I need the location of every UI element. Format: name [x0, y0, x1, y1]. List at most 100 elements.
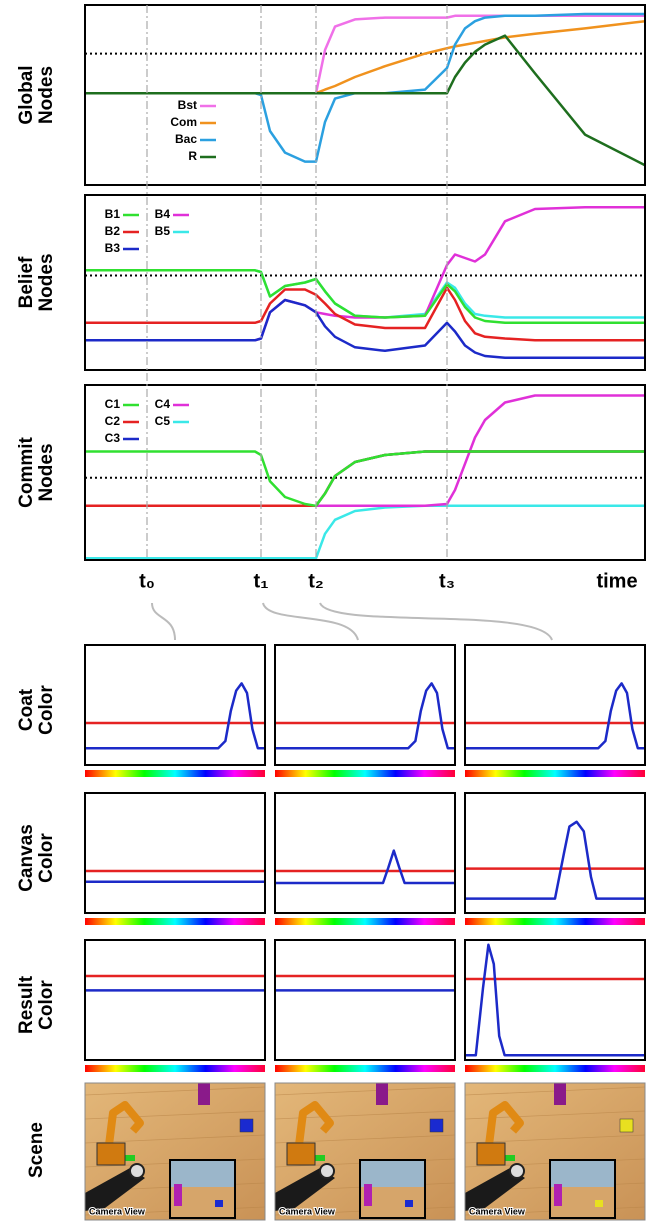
robot-wheel — [509, 1163, 525, 1179]
y-axis-label: Coat — [16, 688, 37, 731]
legend-label: Com — [170, 115, 197, 129]
robot-part — [505, 1155, 515, 1161]
inset-cube — [215, 1200, 223, 1207]
x-tick-label: t₂ — [308, 570, 324, 592]
hue-bar — [275, 770, 455, 777]
plot-frame — [274, 792, 456, 914]
cube — [239, 1118, 254, 1133]
floor-seam — [464, 1134, 646, 1144]
hue-bar — [465, 918, 645, 925]
y-axis-label: Color — [36, 980, 57, 1030]
scene-frame — [274, 1082, 456, 1221]
hue-bar — [85, 918, 265, 925]
inset-prism — [554, 1184, 562, 1206]
connector — [151, 602, 176, 641]
inset-cube — [595, 1200, 603, 1207]
hue-bar — [275, 1065, 455, 1072]
x-tick-label: t₃ — [439, 570, 455, 592]
legend-label: R — [188, 149, 197, 163]
y-axis-label: Belief — [16, 256, 37, 308]
scene-image: Camera View — [274, 1082, 456, 1221]
hue-bar — [465, 770, 645, 777]
robot-body — [286, 1142, 316, 1166]
series-line — [275, 849, 455, 885]
hue-bar — [85, 770, 265, 777]
robot-wheel — [129, 1163, 145, 1179]
prism — [376, 1083, 388, 1105]
legend-label: B1 — [105, 207, 121, 221]
series-line — [465, 820, 645, 900]
scene-image: Camera View — [84, 1082, 266, 1221]
series-line — [465, 943, 645, 1057]
inset-prism — [174, 1184, 182, 1206]
plot-frame — [84, 4, 646, 186]
legend-label: Bst — [178, 98, 197, 112]
floor-seam — [84, 1086, 266, 1096]
scene-frame — [84, 1082, 266, 1221]
series-line — [85, 269, 645, 325]
robot-arm — [293, 1101, 334, 1162]
floor-seam — [274, 1134, 456, 1144]
inset-cube — [405, 1200, 413, 1207]
inset-wall — [171, 1161, 234, 1187]
plot-frame — [84, 644, 266, 766]
plot-frame — [84, 384, 646, 561]
hue-bar — [85, 1065, 265, 1072]
inset-prism — [364, 1184, 372, 1206]
robot-base — [465, 1168, 525, 1211]
series-line — [85, 269, 645, 319]
series-line — [465, 682, 645, 750]
y-axis-label: Color — [36, 685, 57, 735]
y-axis-label: Color — [36, 833, 57, 883]
plot-frame — [464, 644, 646, 766]
robot-part — [315, 1155, 325, 1161]
legend-label: Bac — [175, 132, 197, 146]
inset-wall — [361, 1161, 424, 1187]
robot-body — [476, 1142, 506, 1166]
robot-base — [275, 1168, 335, 1211]
hue-bar — [465, 1065, 645, 1072]
series-line — [85, 450, 645, 508]
connectors — [151, 602, 553, 641]
connector — [262, 602, 359, 641]
series-line — [85, 19, 646, 95]
plot-frame — [84, 194, 646, 371]
y-axis-label: Commit — [16, 436, 37, 507]
x-tick-label: t₁ — [254, 570, 269, 592]
legend-label: B4 — [155, 207, 171, 221]
inset-wall — [551, 1161, 614, 1187]
y-axis-label: Result — [16, 975, 37, 1034]
scene-frame — [464, 1082, 646, 1221]
plot-frame — [84, 792, 266, 914]
hue-bar — [275, 918, 455, 925]
prism — [554, 1083, 566, 1105]
legend-label: B5 — [155, 224, 171, 238]
y-axis-label: Scene — [26, 1122, 47, 1178]
plot-frame — [274, 939, 456, 1061]
legend-label: C4 — [155, 397, 171, 411]
connector — [319, 602, 553, 641]
series-line — [85, 12, 645, 163]
series-line — [85, 286, 645, 342]
cube — [429, 1118, 444, 1133]
camera-label: Camera View — [279, 1206, 336, 1216]
series-line — [275, 682, 455, 750]
floor-seam — [274, 1086, 456, 1096]
robot-part — [125, 1155, 135, 1161]
floor-seam — [84, 1134, 266, 1144]
series-line — [85, 682, 265, 750]
legend-label: C1 — [105, 397, 121, 411]
scene-image: Camera View — [464, 1082, 646, 1221]
cube — [619, 1118, 634, 1133]
robot-arm — [483, 1101, 524, 1162]
x-tick-label: t₀ — [139, 570, 155, 592]
x-axis-label: time — [596, 570, 637, 592]
plot-frame — [464, 792, 646, 914]
camera-label: Camera View — [89, 1206, 146, 1216]
series-line — [85, 298, 645, 360]
y-axis-label: Canvas — [16, 824, 37, 892]
plot-frame — [84, 939, 266, 1061]
robot-base — [85, 1168, 145, 1211]
y-axis-label: Global — [16, 65, 37, 124]
